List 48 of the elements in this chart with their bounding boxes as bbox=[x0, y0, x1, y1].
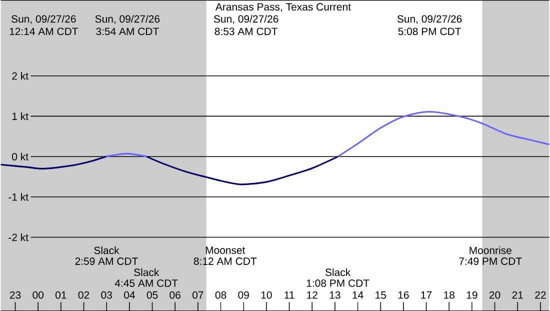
annotation: 2:59 AM CDT bbox=[75, 257, 138, 265]
annotation: 7:49 PM CDT bbox=[459, 257, 522, 265]
annotation: Sun, 09/27/26 bbox=[12, 14, 76, 24]
y-tick-label: 2 kt bbox=[12, 72, 28, 80]
annotation: 4:45 AM CDT bbox=[114, 279, 178, 287]
x-tick-label: 23 bbox=[10, 291, 21, 298]
annotation: 1:08 PM CDT bbox=[306, 279, 370, 287]
annotation: Slack bbox=[134, 268, 160, 276]
x-tick-label: 02 bbox=[78, 291, 90, 298]
annotation: 8:12 AM CDT bbox=[194, 257, 257, 265]
annotation: 3:54 AM CDT bbox=[96, 27, 159, 35]
annotation: Sun, 09/27/26 bbox=[214, 14, 278, 24]
x-tick-label: 21 bbox=[512, 291, 523, 298]
x-tick-label: 11 bbox=[284, 291, 294, 298]
annotation: Slack bbox=[325, 268, 351, 276]
x-tick-label: 19 bbox=[466, 291, 478, 298]
annotation: Sun, 09/27/26 bbox=[397, 14, 462, 24]
x-tick-label: 01 bbox=[56, 291, 66, 298]
x-tick-label: 05 bbox=[146, 291, 158, 298]
annotation: Moonrise bbox=[470, 246, 512, 254]
annotation: 12:14 AM CDT bbox=[10, 27, 78, 35]
x-tick-label: 03 bbox=[101, 291, 112, 298]
x-tick-label: 08 bbox=[215, 291, 226, 298]
x-tick-label: 04 bbox=[124, 291, 135, 298]
x-tick-label: 06 bbox=[170, 291, 180, 298]
x-tick-label: 12 bbox=[307, 291, 318, 298]
y-tick-label: 0 kt bbox=[12, 152, 28, 160]
annotation: 5:08 PM CDT bbox=[398, 27, 461, 35]
x-tick-label: 09 bbox=[238, 291, 249, 298]
x-tick-label: 14 bbox=[352, 291, 364, 298]
x-tick-label: 07 bbox=[192, 291, 204, 298]
chart-title: Aransas Pass, Texas Current bbox=[215, 2, 351, 12]
y-tick-label: -2 kt bbox=[8, 233, 28, 241]
annotation: Slack bbox=[94, 246, 120, 254]
y-tick-label: -1 kt bbox=[8, 192, 28, 200]
annotation: 8:53 AM CDT bbox=[214, 27, 278, 35]
x-tick-label: 18 bbox=[444, 291, 454, 298]
annotation: Moonset bbox=[206, 246, 246, 254]
x-tick-label: 00 bbox=[32, 291, 44, 298]
x-tick-label: 22 bbox=[535, 291, 546, 298]
x-tick-label: 13 bbox=[330, 291, 340, 298]
y-tick-label: 1 kt bbox=[12, 112, 28, 120]
annotation: Sun, 09/27/26 bbox=[95, 14, 160, 24]
x-tick-label: 17 bbox=[421, 291, 432, 298]
x-tick-label: 10 bbox=[261, 291, 272, 298]
x-tick-label: 15 bbox=[376, 291, 386, 298]
x-tick-label: 20 bbox=[489, 291, 500, 298]
x-tick-label: 16 bbox=[398, 291, 409, 298]
